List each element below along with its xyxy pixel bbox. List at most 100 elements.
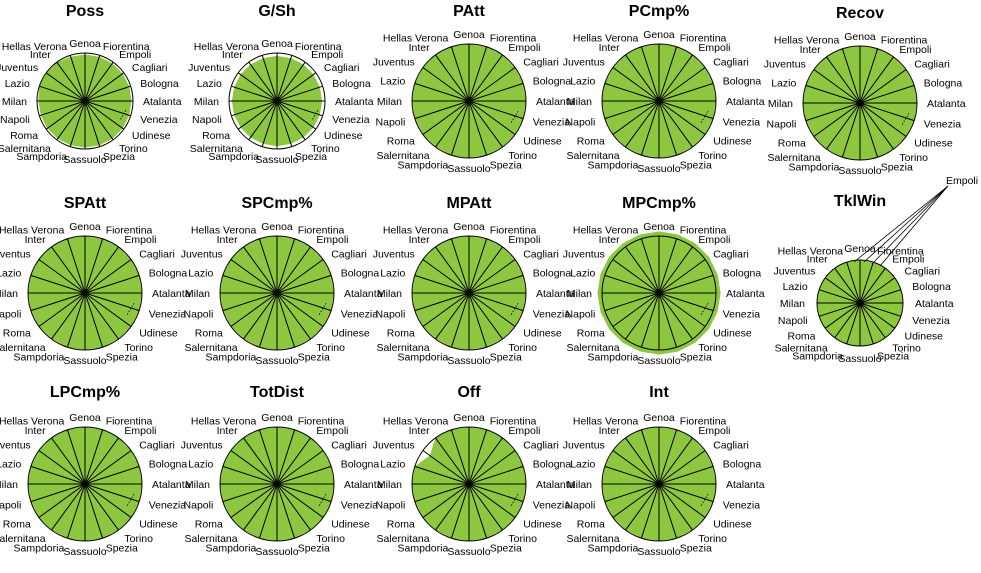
spoke [276,246,311,294]
team-label: Sassuolo [255,546,298,558]
tklwin-leader-lines: Empoli [853,175,978,267]
team-label: Venezia [533,500,571,512]
spoke [51,292,86,340]
spoke [56,100,86,141]
team-label: Sassuolo [637,546,680,558]
team-label: Bologna [912,281,951,293]
spoke [604,483,660,503]
team-label: Juventus [764,59,806,71]
panel-title: LPCmp% [50,384,120,401]
team-label: Lazio [380,458,405,470]
center-dot [466,290,472,296]
spoke [625,292,660,340]
spoke [276,465,332,485]
spoke [640,292,660,348]
team-label: Fiorentina [877,246,924,258]
team-label: Salernitana [775,343,828,355]
team-label: Juventus [773,266,815,278]
team-label: Venezia [140,114,178,126]
team-label: Torino [124,342,153,354]
team-label: Spezia [103,151,135,163]
spoke [468,100,516,135]
team-label: Lazio [188,458,213,470]
spoke [450,100,470,156]
leader-line [901,113,910,125]
team-label: Sampdoria [398,352,449,364]
spoke [84,429,104,485]
panel-title: SPAtt [64,195,107,212]
spoke [276,429,296,485]
spoke [468,100,524,120]
spoke [834,302,861,339]
panel-title: Recov [836,5,884,22]
team-label: Milan [567,479,592,491]
spoke [84,483,119,531]
team-label: Milan [567,288,592,300]
leader-line [879,185,949,267]
team-label: Lazio [380,267,405,279]
spoke [276,292,324,327]
spoke [468,54,503,102]
spoke [805,102,861,122]
team-label: Bologna [332,78,371,90]
team-label: Sampdoria [588,543,639,555]
team-label: Cagliari [331,249,367,261]
team-label: Cagliari [324,62,360,74]
leader-line [700,111,709,123]
spoke [612,100,660,135]
team-label: Venezia [912,315,950,327]
spoke [30,465,86,485]
center-dot [274,290,280,296]
center-dot [466,481,472,487]
team-label: Sampdoria [16,151,67,163]
spoke [435,54,470,102]
spoke [468,483,516,518]
team-label: Fiorentina [680,224,727,236]
team-label: Genoa [261,38,293,50]
team-label: Venezia [149,309,187,321]
spoke [414,82,470,102]
team-label: Atalanta [152,479,191,491]
team-label: Bologna [924,77,963,89]
team-label: Lazio [0,267,21,279]
spoke [248,61,278,102]
team-label: Inter [409,42,431,54]
leader-line [871,185,949,265]
team-label: Salernitana [376,533,429,545]
team-label: Genoa [453,412,485,424]
team-label: Fiorentina [106,224,153,236]
spoke [66,429,86,485]
team-label: Cagliari [132,62,168,74]
spoke [658,82,714,102]
spoke [658,292,714,312]
team-label: Empoli [892,254,924,266]
team-label: Udinese [713,327,752,339]
spoke [658,483,678,539]
team-label: Juventus [181,249,223,261]
spoke [422,292,470,327]
team-label: Empoli [316,425,348,437]
team-label: Atalanta [344,288,383,300]
spoke [658,292,678,348]
team-label: Hellas Verona [383,32,449,44]
team-label: Sampdoria [206,543,257,555]
spoke [66,483,86,539]
center-dot [82,290,88,296]
team-label: Roma [387,327,415,339]
spoke [231,100,278,117]
spoke [84,246,119,294]
spoke [261,55,278,102]
center-dot [656,290,662,296]
team-label: Roma [577,518,605,530]
spoke [468,292,516,327]
team-label: Bologna [533,75,572,87]
spoke [859,277,896,304]
spoke [658,100,714,120]
spoke [468,450,516,485]
team-label: Lazio [188,267,213,279]
team-label: Torino [899,152,928,164]
spoke [658,292,706,327]
spoke [276,238,296,294]
